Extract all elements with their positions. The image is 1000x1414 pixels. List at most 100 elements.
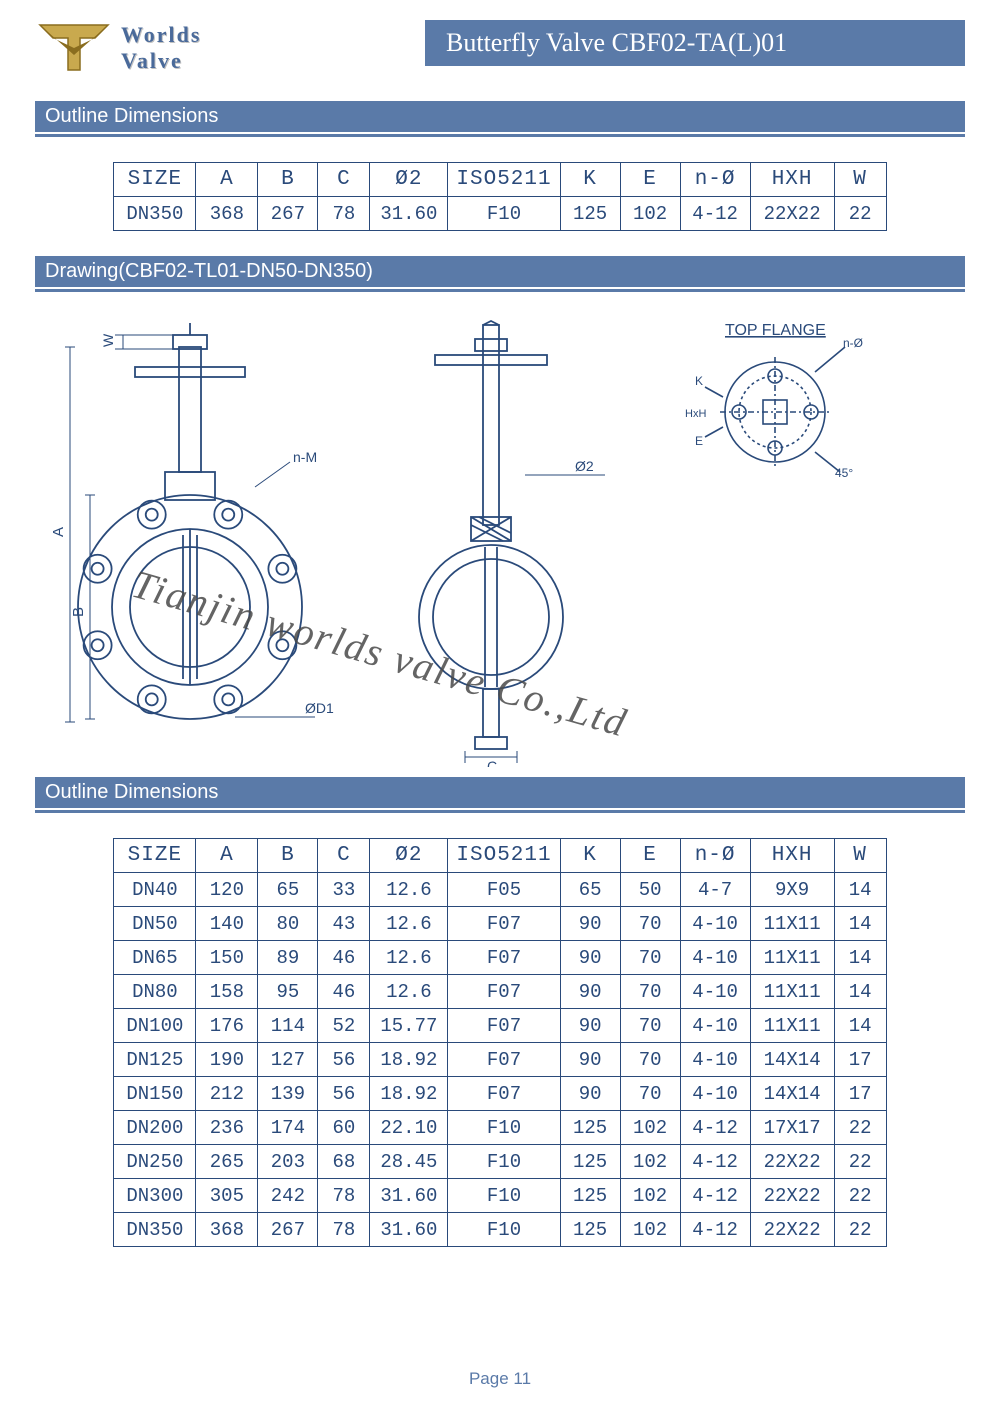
table-cell: 90 bbox=[560, 1009, 620, 1043]
svg-text:B: B bbox=[70, 607, 87, 617]
table-cell: 11X11 bbox=[750, 975, 834, 1009]
table-cell: 265 bbox=[196, 1145, 258, 1179]
table-cell: 11X11 bbox=[750, 1009, 834, 1043]
col-header: W bbox=[834, 839, 886, 873]
col-header: B bbox=[258, 163, 318, 197]
valve-section-view-icon: Ø2 C bbox=[375, 317, 635, 767]
table-cell: F10 bbox=[448, 197, 560, 231]
svg-text:HxH: HxH bbox=[685, 408, 706, 420]
table-row: DN50140804312.6F0790704-1011X1114 bbox=[114, 907, 886, 941]
table-cell: 14 bbox=[834, 907, 886, 941]
table-cell: 368 bbox=[196, 1213, 258, 1247]
table-cell: 28.45 bbox=[370, 1145, 448, 1179]
table-cell: 90 bbox=[560, 1077, 620, 1111]
table-cell: 102 bbox=[620, 1213, 680, 1247]
table-cell: 70 bbox=[620, 1043, 680, 1077]
table-cell: 60 bbox=[318, 1111, 370, 1145]
table-cell: 4-7 bbox=[680, 873, 750, 907]
col-header: n-Ø bbox=[680, 163, 750, 197]
col-header: HXH bbox=[750, 839, 834, 873]
table-cell: F10 bbox=[448, 1111, 560, 1145]
table-cell: 90 bbox=[560, 1043, 620, 1077]
dimensions-table-2: SIZEABCØ2ISO5211KEn-ØHXHW DN40120653312.… bbox=[113, 838, 886, 1247]
table-row: DN1502121395618.92F0790704-1014X1417 bbox=[114, 1077, 886, 1111]
table-cell: DN65 bbox=[114, 941, 196, 975]
table-row: DN80158954612.6F0790704-1011X1114 bbox=[114, 975, 886, 1009]
table-row: DN65150894612.6F0790704-1011X1114 bbox=[114, 941, 886, 975]
top-flange-label: TOP FLANGE bbox=[725, 322, 826, 339]
brand-line2: Valve bbox=[121, 48, 201, 74]
section-underline-3 bbox=[35, 810, 965, 813]
col-header: HXH bbox=[750, 163, 834, 197]
table-cell: 125 bbox=[560, 1213, 620, 1247]
table-cell: 267 bbox=[258, 1213, 318, 1247]
table-cell: DN300 bbox=[114, 1179, 196, 1213]
table-cell: 18.92 bbox=[370, 1043, 448, 1077]
section-underline bbox=[35, 134, 965, 137]
table-cell: 22 bbox=[834, 197, 886, 231]
table-cell: 68 bbox=[318, 1145, 370, 1179]
table-cell: 89 bbox=[258, 941, 318, 975]
table-cell: 56 bbox=[318, 1077, 370, 1111]
table-cell: 14 bbox=[834, 873, 886, 907]
svg-text:n-M: n-M bbox=[293, 449, 317, 465]
table-cell: 4-12 bbox=[680, 1145, 750, 1179]
table-cell: 12.6 bbox=[370, 873, 448, 907]
table-row: DN3503682677831.60F101251024-1222X2222 bbox=[114, 1213, 886, 1247]
table-row: DN3503682677831.60F101251024-1222X2222 bbox=[114, 197, 886, 231]
svg-text:ØD1: ØD1 bbox=[305, 700, 334, 716]
table-cell: 33 bbox=[318, 873, 370, 907]
table-cell: 70 bbox=[620, 907, 680, 941]
table-cell: 46 bbox=[318, 975, 370, 1009]
table-cell: 78 bbox=[318, 197, 370, 231]
table-cell: 22 bbox=[834, 1111, 886, 1145]
table-cell: F10 bbox=[448, 1213, 560, 1247]
table-cell: 125 bbox=[560, 1111, 620, 1145]
technical-drawing: A B W n-M ØD1 bbox=[35, 317, 965, 767]
table-cell: 212 bbox=[196, 1077, 258, 1111]
table-cell: 12.6 bbox=[370, 941, 448, 975]
col-header: W bbox=[834, 163, 886, 197]
col-header: n-Ø bbox=[680, 839, 750, 873]
table-cell: 22X22 bbox=[750, 197, 834, 231]
table-cell: 4-12 bbox=[680, 197, 750, 231]
table-cell: 158 bbox=[196, 975, 258, 1009]
table-cell: DN40 bbox=[114, 873, 196, 907]
table-cell: F07 bbox=[448, 1009, 560, 1043]
page-title: Butterfly Valve CBF02-TA(L)01 bbox=[425, 20, 965, 66]
table-cell: 31.60 bbox=[370, 197, 448, 231]
table-cell: 22X22 bbox=[750, 1145, 834, 1179]
table-cell: 11X11 bbox=[750, 941, 834, 975]
table-cell: DN50 bbox=[114, 907, 196, 941]
table-cell: 4-10 bbox=[680, 975, 750, 1009]
table-cell: 125 bbox=[560, 1145, 620, 1179]
logo-text: Worlds Valve bbox=[121, 22, 201, 74]
logo: Worlds Valve bbox=[35, 20, 201, 76]
table-cell: 267 bbox=[258, 197, 318, 231]
table-row: DN1001761145215.77F0790704-1011X1114 bbox=[114, 1009, 886, 1043]
table-cell: 52 bbox=[318, 1009, 370, 1043]
table-cell: 9X9 bbox=[750, 873, 834, 907]
table-cell: 4-10 bbox=[680, 1009, 750, 1043]
table-cell: 56 bbox=[318, 1043, 370, 1077]
table-cell: 65 bbox=[560, 873, 620, 907]
col-header: K bbox=[560, 839, 620, 873]
col-header: B bbox=[258, 839, 318, 873]
table-cell: DN350 bbox=[114, 197, 196, 231]
brand-line1: Worlds bbox=[121, 22, 201, 48]
table-cell: 120 bbox=[196, 873, 258, 907]
table-cell: 14 bbox=[834, 1009, 886, 1043]
table-cell: 4-10 bbox=[680, 907, 750, 941]
col-header: A bbox=[196, 163, 258, 197]
section-outline-dims-1: Outline Dimensions bbox=[35, 101, 965, 132]
table-cell: 17X17 bbox=[750, 1111, 834, 1145]
table-cell: 31.60 bbox=[370, 1213, 448, 1247]
table-cell: 95 bbox=[258, 975, 318, 1009]
table-cell: 305 bbox=[196, 1179, 258, 1213]
page-header: Worlds Valve Butterfly Valve CBF02-TA(L)… bbox=[35, 20, 965, 76]
table-cell: F07 bbox=[448, 907, 560, 941]
logo-mark-icon bbox=[35, 20, 113, 76]
table-row: DN2502652036828.45F101251024-1222X2222 bbox=[114, 1145, 886, 1179]
table-cell: 125 bbox=[560, 1179, 620, 1213]
table-cell: F07 bbox=[448, 941, 560, 975]
